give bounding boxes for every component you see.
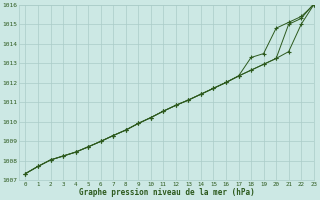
X-axis label: Graphe pression niveau de la mer (hPa): Graphe pression niveau de la mer (hPa) xyxy=(79,188,254,197)
